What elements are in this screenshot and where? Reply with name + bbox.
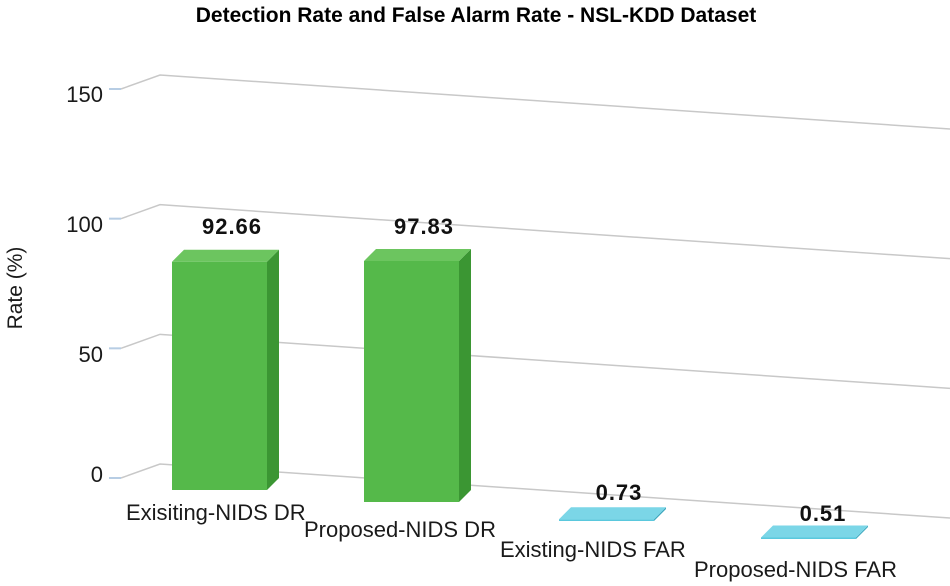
category-label-existing-far: Existing-NIDS FAR [500,537,686,562]
gridline-0 [120,463,950,519]
bar-existing-dr-top [172,249,279,262]
gridlines [120,74,950,519]
data-label-proposed-far: 0.51 [800,501,847,526]
bar-existing-far-side [654,507,666,521]
data-label-proposed-dr: 97.83 [394,214,454,239]
y-tick-label-150: 150 [66,82,103,107]
gridline-100 [120,203,950,260]
bar-proposed-far-top [761,525,868,538]
gridline-150 [120,74,950,130]
data-label-existing-far: 0.73 [596,480,643,505]
y-tick-label-50: 50 [79,342,103,367]
bar-proposed-far-front [761,537,856,539]
chart-title: Detection Rate and False Alarm Rate - NS… [196,4,757,27]
y-tick-label-100: 100 [66,212,103,237]
category-label-proposed-far: Proposed-NIDS FAR [694,557,897,582]
bar-existing-far-front [559,519,654,521]
bar-proposed-far [761,525,868,539]
bar-proposed-dr-top [364,248,471,261]
bar-proposed-dr [364,248,471,502]
bar-existing-dr-front [172,261,267,490]
data-label-existing-dr: 92.66 [202,214,262,239]
bar-proposed-far-side [856,525,868,539]
bar-existing-far-top [559,507,666,520]
bars [172,248,868,539]
category-label-proposed-dr: Proposed-NIDS DR [304,517,496,542]
bar-existing-far [559,507,666,521]
gridline-50 [120,333,950,390]
bar-existing-dr-side [267,249,279,490]
y-tick-marks [109,88,121,479]
bar-proposed-dr-front [364,260,459,502]
category-label-existing-dr: Exisiting-NIDS DR [126,500,306,525]
bar-proposed-dr-side [459,248,471,502]
bar-existing-dr [172,249,279,490]
y-axis-label: Rate (%) [4,247,27,330]
y-tick-label-0: 0 [91,462,103,487]
